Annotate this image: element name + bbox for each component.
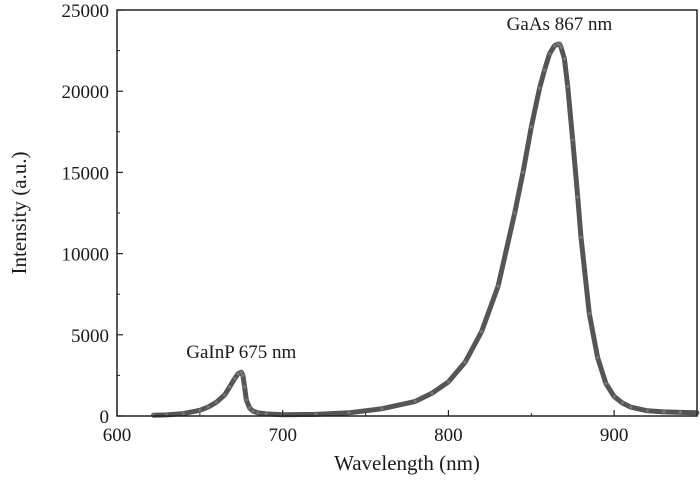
data-point <box>241 373 245 377</box>
data-point <box>629 405 633 409</box>
y-tick-label: 0 <box>100 407 110 428</box>
y-tick-label: 10000 <box>62 245 110 266</box>
data-point <box>496 284 500 288</box>
x-tick-label: 900 <box>600 425 629 446</box>
data-point <box>566 84 570 88</box>
x-tick-label: 700 <box>268 425 297 446</box>
peak-annotation: GaAs 867 nm <box>507 14 613 35</box>
data-point <box>256 411 260 415</box>
data-point <box>596 355 600 360</box>
data-point <box>228 385 232 389</box>
data-point <box>542 68 547 72</box>
data-point <box>604 381 608 386</box>
data-point <box>547 52 552 56</box>
data-point <box>480 330 484 334</box>
data-point <box>612 394 616 399</box>
data-point <box>552 44 557 48</box>
y-tick-label: 15000 <box>62 163 110 184</box>
data-point <box>223 393 227 397</box>
data-point <box>251 409 255 413</box>
data-point <box>248 406 252 410</box>
data-point <box>559 45 563 50</box>
data-point <box>244 398 248 402</box>
y-tick-label: 20000 <box>62 82 110 103</box>
data-point <box>538 86 542 90</box>
x-tick-label: 800 <box>434 425 463 446</box>
data-point <box>576 195 580 199</box>
data-point <box>198 408 202 412</box>
data-point <box>513 211 517 215</box>
data-point <box>463 360 467 364</box>
y-tick-label: 25000 <box>62 1 110 22</box>
data-point <box>239 370 243 374</box>
x-axis-title: Wavelength (nm) <box>334 451 480 475</box>
data-point <box>430 391 434 395</box>
data-point <box>521 170 525 174</box>
data-point <box>413 399 417 403</box>
data-point <box>243 385 247 389</box>
y-tick-label: 5000 <box>71 326 109 347</box>
data-point <box>446 380 450 384</box>
data-point <box>557 42 562 46</box>
data-point <box>579 235 583 239</box>
peak-annotation: GaInP 675 nm <box>186 342 296 363</box>
data-point <box>236 372 240 376</box>
x-axis: 600 700 800 900 <box>103 410 629 446</box>
data-point <box>587 312 591 316</box>
data-point <box>662 410 666 414</box>
series-layer <box>151 41 700 418</box>
data-point <box>264 412 268 416</box>
y-axis-title: Intensity (a.u.) <box>7 151 31 274</box>
data-point <box>181 412 185 416</box>
y-axis: 0 5000 10000 15000 20000 25000 <box>62 1 123 428</box>
data-point <box>233 377 237 381</box>
data-point <box>347 411 351 415</box>
annotation-layer: GaInP 675 nm GaAs 867 nm <box>186 14 612 363</box>
data-point <box>314 412 318 416</box>
data-point <box>380 407 384 411</box>
data-point <box>214 400 218 404</box>
data-point <box>529 125 533 129</box>
data-point <box>620 401 625 405</box>
data-point <box>562 57 567 61</box>
x-tick-label: 600 <box>103 425 132 446</box>
data-point <box>206 405 210 409</box>
data-point <box>645 409 649 413</box>
data-point <box>678 410 683 414</box>
data-point <box>571 138 575 142</box>
